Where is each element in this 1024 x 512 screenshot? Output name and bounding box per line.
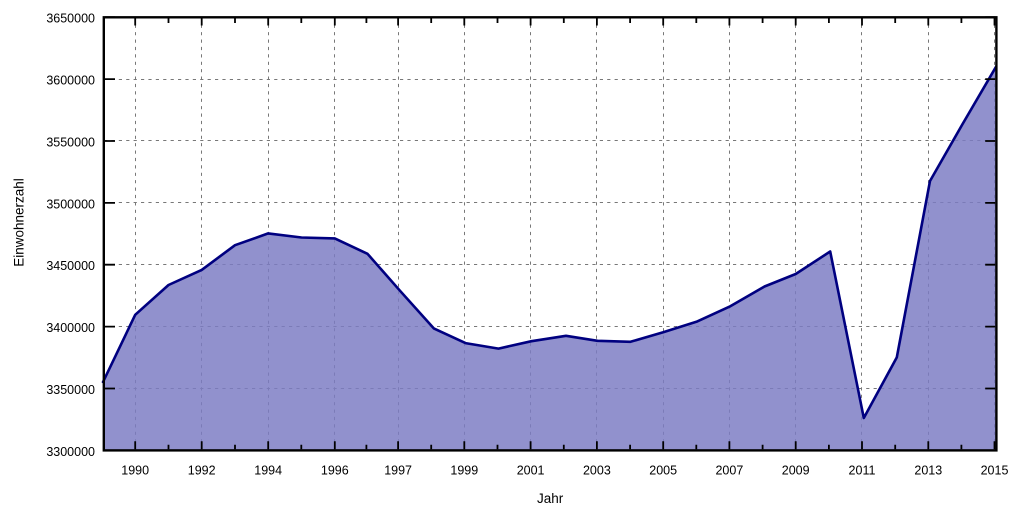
- svg-text:2001: 2001: [517, 464, 545, 478]
- svg-text:2009: 2009: [782, 464, 810, 478]
- svg-text:1999: 1999: [450, 464, 478, 478]
- svg-text:1996: 1996: [321, 464, 349, 478]
- svg-text:3600000: 3600000: [46, 74, 95, 88]
- svg-text:2011: 2011: [849, 464, 876, 478]
- svg-text:1992: 1992: [188, 464, 216, 478]
- svg-text:1994: 1994: [254, 464, 282, 478]
- svg-text:2005: 2005: [649, 464, 677, 478]
- svg-text:1997: 1997: [384, 464, 412, 478]
- svg-text:1990: 1990: [121, 464, 149, 478]
- svg-text:2003: 2003: [583, 464, 611, 478]
- svg-text:3350000: 3350000: [46, 383, 95, 397]
- svg-text:Jahr: Jahr: [537, 491, 564, 506]
- svg-text:3450000: 3450000: [46, 259, 95, 273]
- svg-text:3400000: 3400000: [46, 321, 95, 335]
- svg-text:3500000: 3500000: [46, 197, 95, 211]
- svg-text:3650000: 3650000: [46, 12, 95, 26]
- svg-text:3300000: 3300000: [46, 445, 95, 459]
- svg-text:2015: 2015: [981, 464, 1009, 478]
- svg-text:Einwohnerzahl: Einwohnerzahl: [12, 178, 27, 267]
- svg-text:3550000: 3550000: [46, 135, 95, 149]
- svg-text:2013: 2013: [914, 464, 942, 478]
- svg-text:2007: 2007: [715, 464, 743, 478]
